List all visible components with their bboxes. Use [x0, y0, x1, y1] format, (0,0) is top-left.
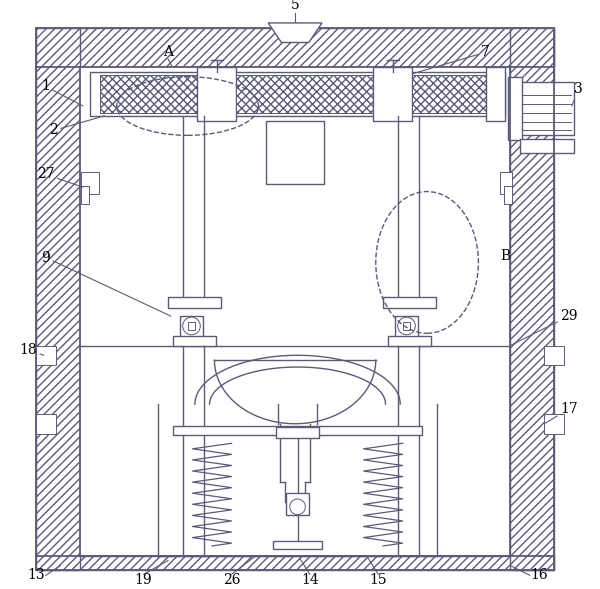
Bar	[188, 322, 196, 330]
Bar	[173, 336, 216, 346]
Bar	[236, 75, 373, 113]
Text: 14: 14	[301, 573, 319, 587]
Bar	[383, 297, 436, 309]
Text: 7: 7	[412, 45, 490, 74]
Bar	[500, 173, 512, 194]
Bar	[197, 67, 236, 121]
Text: 26: 26	[223, 573, 241, 587]
Polygon shape	[268, 23, 322, 42]
Bar	[388, 336, 431, 346]
Bar	[266, 121, 325, 184]
Text: 1: 1	[41, 80, 83, 106]
Bar	[180, 316, 203, 340]
Bar	[395, 316, 418, 340]
Text: 18: 18	[19, 343, 44, 358]
Bar	[544, 346, 564, 365]
Text: 27: 27	[37, 167, 83, 187]
Bar	[173, 426, 422, 435]
Bar	[276, 426, 319, 438]
Bar	[486, 67, 505, 121]
Bar	[81, 173, 98, 194]
Bar	[286, 493, 309, 515]
Bar	[520, 139, 574, 153]
Text: 13: 13	[27, 568, 45, 583]
Circle shape	[398, 317, 415, 335]
Bar	[373, 67, 412, 121]
Bar	[273, 541, 322, 549]
Bar	[168, 297, 221, 309]
Text: 2: 2	[49, 116, 104, 137]
Bar	[36, 28, 80, 570]
Bar	[508, 77, 522, 140]
Bar	[36, 555, 554, 570]
Bar	[36, 346, 56, 365]
Bar	[403, 322, 410, 330]
Bar	[505, 186, 512, 204]
Text: 3: 3	[572, 82, 583, 106]
Text: A: A	[163, 45, 173, 59]
Bar	[36, 28, 554, 67]
Bar	[90, 72, 505, 116]
Text: 19: 19	[135, 573, 152, 587]
Bar	[544, 414, 564, 434]
Text: 15: 15	[370, 573, 387, 587]
Bar	[80, 67, 510, 555]
Bar	[412, 75, 486, 113]
Text: 29: 29	[510, 309, 578, 346]
Text: 16: 16	[530, 568, 548, 583]
Bar	[81, 186, 89, 204]
Text: 5: 5	[291, 0, 299, 12]
Text: 17: 17	[544, 402, 578, 423]
Text: 9: 9	[41, 250, 171, 316]
Circle shape	[182, 317, 200, 335]
Circle shape	[290, 499, 305, 515]
Bar	[36, 414, 56, 434]
Bar	[100, 75, 197, 113]
Text: B: B	[500, 249, 511, 263]
Bar	[510, 28, 554, 570]
Bar	[520, 82, 574, 135]
